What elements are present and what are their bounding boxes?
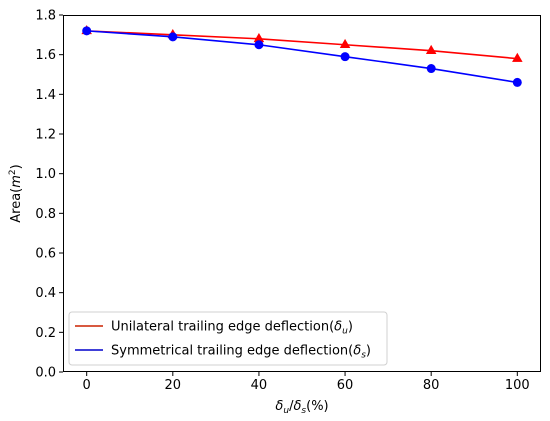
- y-tick-label: 1.0: [35, 167, 56, 182]
- legend-label-symmetrical-symbol: δ: [353, 344, 361, 359]
- data-point-unilateral: [339, 38, 351, 49]
- data-point-symmetrical: [254, 40, 264, 50]
- legend: Unilateral trailing edge deflection(δu) …: [68, 311, 388, 366]
- data-point-symmetrical: [168, 32, 178, 42]
- y-tick-label: 0.8: [35, 207, 56, 222]
- y-tick-label: 1.2: [35, 128, 56, 143]
- plot-frame: [63, 15, 541, 372]
- y-axis-title-superscript: 2: [8, 169, 18, 175]
- x-axis-title-symbol-2: δ: [293, 399, 301, 414]
- data-point-unilateral: [425, 44, 437, 55]
- legend-label-unilateral-end: ): [348, 320, 353, 335]
- y-axis-title-base: Area(: [9, 188, 24, 223]
- data-point-symmetrical: [340, 52, 350, 62]
- x-tick-label: 80: [423, 378, 440, 393]
- legend-label-symmetrical-base: Symmetrical trailing edge deflection(: [111, 344, 353, 359]
- y-tick-label: 0.0: [35, 366, 56, 381]
- legend-label-symmetrical-end: ): [366, 344, 371, 359]
- x-axis-title-unit: (%): [306, 399, 329, 414]
- x-axis-title-symbol-1: δ: [275, 399, 283, 414]
- data-point-symmetrical: [426, 64, 436, 74]
- legend-label-unilateral: Unilateral trailing edge deflection(δu): [111, 320, 353, 337]
- x-axis-title-subscript-1: u: [283, 406, 289, 416]
- x-tick-label: 100: [505, 378, 530, 393]
- y-axis-title-tail: ): [9, 164, 24, 169]
- x-tick-label: 0: [83, 378, 91, 393]
- x-axis-title-slash: /: [289, 399, 294, 414]
- legend-label-symmetrical-subscript: s: [361, 351, 366, 361]
- y-tick-label: 1.6: [35, 48, 56, 63]
- y-tick-label: 0.4: [35, 286, 56, 301]
- series-line-unilateral: [86, 30, 518, 60]
- x-tick-label: 40: [251, 378, 268, 393]
- y-tick-label: 1.4: [35, 88, 56, 103]
- legend-box: [68, 311, 388, 366]
- legend-label-unilateral-base: Unilateral trailing edge deflection(: [111, 320, 334, 335]
- x-axis: 0 20 40 60 80 100: [83, 372, 530, 393]
- data-point-symmetrical: [82, 26, 92, 36]
- series-line-symmetrical: [86, 30, 518, 84]
- y-axis-title-variable: m: [9, 175, 24, 188]
- y-tick-label: 0.2: [35, 326, 56, 341]
- data-point-symmetrical: [512, 77, 522, 87]
- x-tick-label: 20: [165, 378, 182, 393]
- data-point-unilateral: [512, 52, 523, 62]
- x-axis-title: δu/δs(%): [275, 399, 328, 416]
- y-tick-label: 1.8: [35, 9, 56, 24]
- series-layer: [81, 25, 523, 87]
- x-axis-title-subscript-2: s: [301, 406, 306, 416]
- y-axis-title: Area(m2): [8, 164, 24, 222]
- y-axis: 0.0 0.2 0.4 0.6 0.8 1.0 1.2 1.4 1.6 1.8: [35, 9, 63, 381]
- y-tick-label: 0.6: [35, 247, 56, 262]
- x-tick-label: 60: [337, 378, 354, 393]
- legend-label-symmetrical: Symmetrical trailing edge deflection(δs): [111, 344, 371, 361]
- legend-label-unilateral-symbol: δ: [334, 320, 342, 335]
- legend-label-unilateral-subscript: u: [342, 327, 348, 337]
